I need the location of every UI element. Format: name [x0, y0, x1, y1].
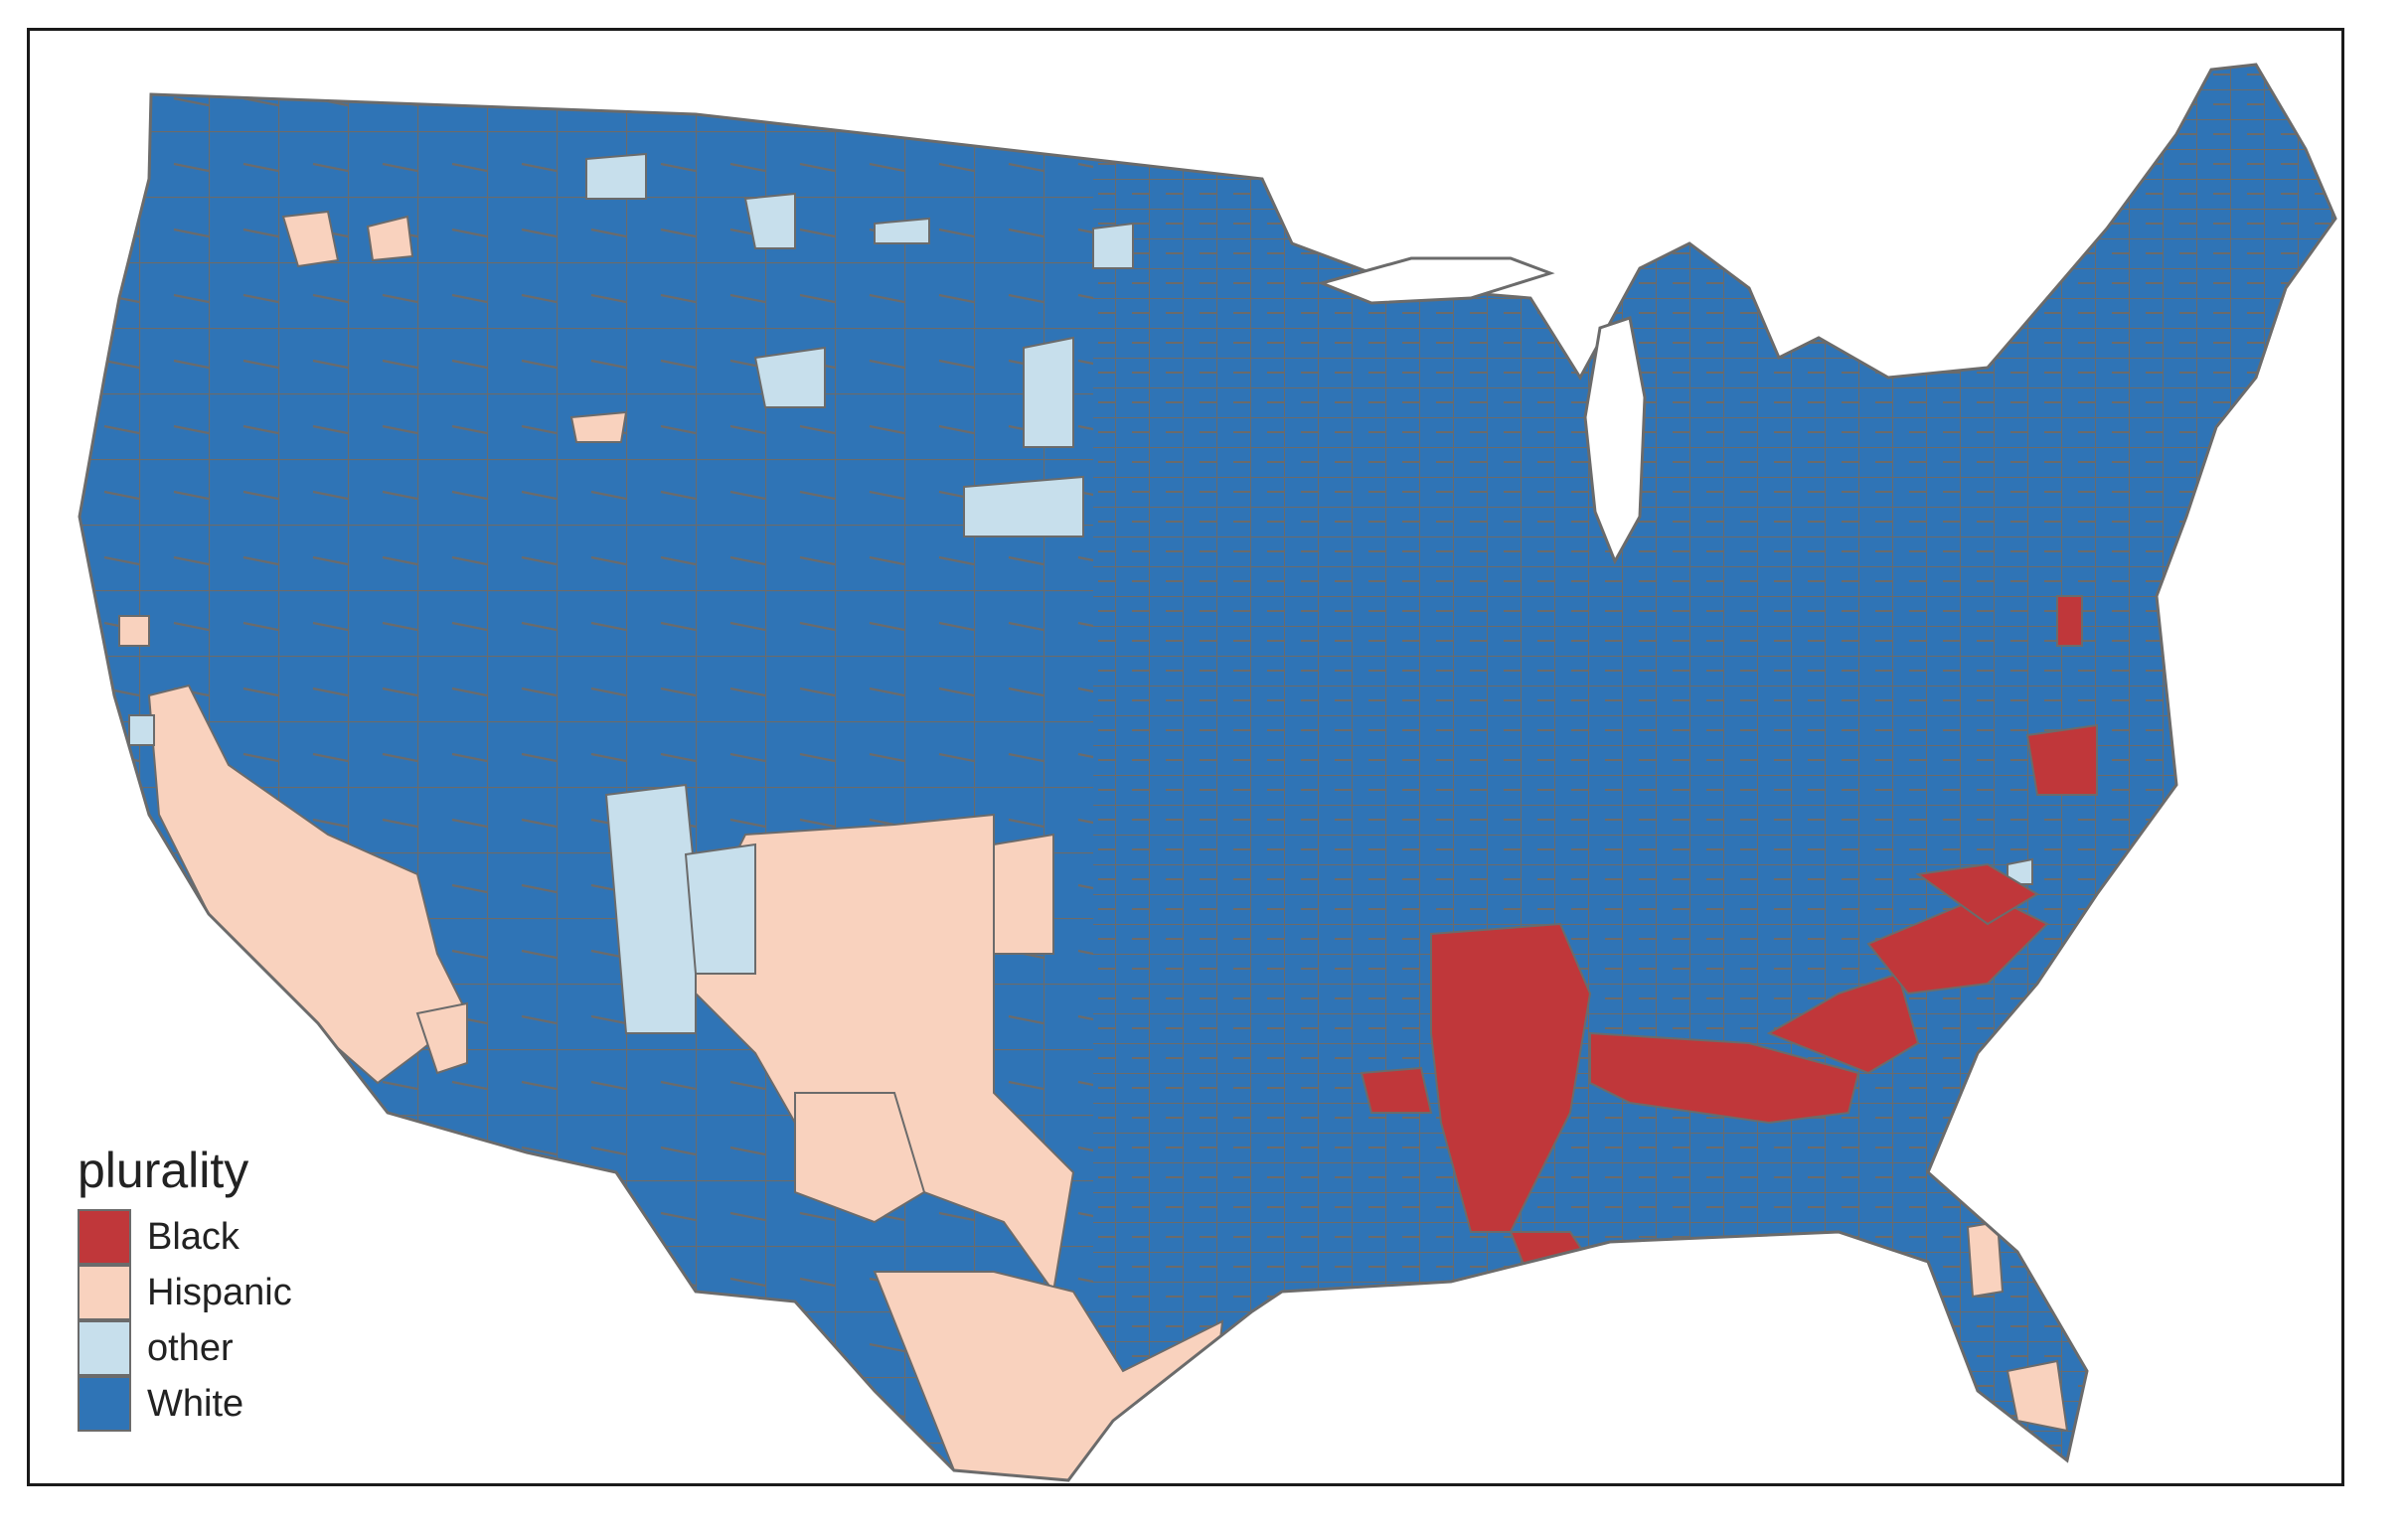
legend-label-hispanic: Hispanic: [147, 1272, 292, 1313]
county-region-other-montana-b[interactable]: [753, 346, 826, 408]
county-region-other-sd-a[interactable]: [1023, 336, 1074, 448]
county-region-other-navajo[interactable]: [604, 783, 697, 1034]
legend: plurality Black Hispanic other White: [78, 1146, 292, 1432]
lake-superior: [1317, 256, 1555, 305]
county-borders-east: [1093, 65, 2335, 1480]
legend-swatch-black: [78, 1209, 131, 1265]
legend-item-white[interactable]: White: [78, 1376, 292, 1432]
county-region-black-nc[interactable]: [1915, 862, 2039, 926]
county-region-hispanic-west-texas[interactable]: [794, 1092, 926, 1224]
county-region-black-virginia[interactable]: [2025, 723, 2098, 796]
legend-swatch-white: [78, 1376, 131, 1432]
county-region-hispanic-ca-north[interactable]: [118, 615, 150, 647]
county-region-other-nd[interactable]: [874, 217, 930, 244]
county-region-other-montana-a[interactable]: [743, 192, 796, 249]
legend-item-hispanic[interactable]: Hispanic: [78, 1265, 292, 1320]
county-region-other-nd-b[interactable]: [1092, 222, 1134, 269]
legend-label-other: other: [147, 1327, 234, 1369]
legend-label-white: White: [147, 1383, 244, 1425]
county-region-other-montana-c[interactable]: [585, 152, 647, 200]
legend-swatch-hispanic: [78, 1265, 131, 1320]
legend-title: plurality: [78, 1143, 249, 1198]
county-region-black-dc[interactable]: [2056, 595, 2083, 647]
county-region-other-sd-b[interactable]: [963, 475, 1084, 537]
county-region-hispanic-panhandle[interactable]: [993, 833, 1054, 955]
county-region-hispanic-wa-b[interactable]: [366, 215, 414, 262]
county-region-black-alabama-georgia[interactable]: [1589, 1031, 1860, 1125]
us-outline: [78, 63, 2337, 1482]
county-region-other-four-corners[interactable]: [684, 842, 756, 975]
county-region-hispanic-miami[interactable]: [2006, 1359, 2069, 1433]
county-region-hispanic-imperial[interactable]: [415, 1001, 468, 1075]
legend-label-black: Black: [147, 1216, 240, 1258]
legend-item-black[interactable]: Black: [78, 1209, 292, 1265]
county-region-hispanic-wa-a[interactable]: [281, 210, 340, 268]
county-region-other-nevada[interactable]: [128, 714, 155, 746]
county-region-black-georgia[interactable]: [1766, 972, 1920, 1075]
county-region-hispanic-idaho[interactable]: [569, 410, 628, 443]
county-region-black-arkansas[interactable]: [1360, 1066, 1433, 1114]
legend-swatch-other: [78, 1320, 131, 1376]
lake-michigan: [1583, 316, 1647, 565]
legend-item-other[interactable]: other: [78, 1320, 292, 1376]
